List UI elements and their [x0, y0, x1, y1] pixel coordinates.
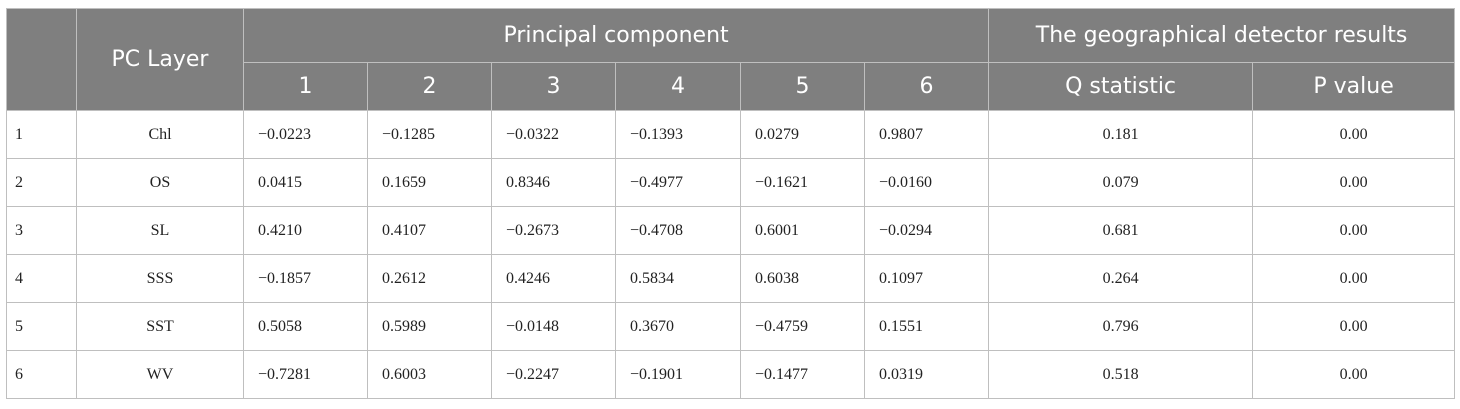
- header-cell: 3: [491, 62, 616, 111]
- table-cell: 0.518: [988, 350, 1254, 399]
- table-cell: 0.00: [1252, 110, 1456, 159]
- table-cell: 0.1551: [863, 302, 990, 351]
- table-cell: −0.0322: [491, 110, 616, 159]
- table-cell: SST: [76, 302, 244, 351]
- header-cell: 1: [243, 62, 368, 111]
- table-cell: −0.4708: [615, 206, 741, 255]
- table-cell: −0.1901: [615, 350, 741, 399]
- table-cell: −0.0294: [863, 206, 990, 255]
- table-cell: 0.2612: [367, 254, 492, 303]
- header-cell: Q statistic: [988, 62, 1254, 111]
- table-cell: −0.2247: [491, 350, 616, 399]
- table-cell: −0.1621: [740, 158, 865, 207]
- header-cell: P value: [1252, 62, 1456, 111]
- table-cell: 0.681: [988, 206, 1254, 255]
- table-cell: 0.8346: [491, 158, 616, 207]
- table-cell: 0.1097: [863, 254, 990, 303]
- table-cell: 0.3670: [615, 302, 741, 351]
- table-cell: 0.5058: [243, 302, 368, 351]
- table-cell: 0.264: [988, 254, 1254, 303]
- header-cell: 5: [740, 62, 865, 111]
- table-cell: 0.4246: [491, 254, 616, 303]
- data-table: PC Layer Principal component The geograp…: [6, 8, 1456, 399]
- table-cell: 0.00: [1252, 350, 1456, 399]
- table-cell: 0.079: [988, 158, 1254, 207]
- header-cell: 4: [615, 62, 741, 111]
- table-cell: 0.5989: [367, 302, 492, 351]
- table-cell: 6: [6, 350, 77, 399]
- table-cell: 0.0415: [243, 158, 368, 207]
- table-cell: 0.4210: [243, 206, 368, 255]
- table-cell: −0.4977: [615, 158, 741, 207]
- table-cell: −0.1285: [367, 110, 492, 159]
- table-cell: 0.0279: [740, 110, 865, 159]
- table-cell: −0.0148: [491, 302, 616, 351]
- table-row: 5 SST 0.5058 0.5989 −0.0148 0.3670 −0.4759 0.15…: [6, 302, 1456, 351]
- table-cell: 0.00: [1252, 302, 1456, 351]
- table-row: 1 Chl −0.0223 −0.1285 −0.0322 −0.1393 0.0279 0.…: [6, 110, 1456, 159]
- table-cell: −0.1393: [615, 110, 741, 159]
- table-cell: 0.00: [1252, 206, 1456, 255]
- table-cell: 0.00: [1252, 254, 1456, 303]
- table-cell: 0.5834: [615, 254, 741, 303]
- table-cell: 3: [6, 206, 77, 255]
- table-cell: 4: [6, 254, 77, 303]
- table-cell: 2: [6, 158, 77, 207]
- table-cell: SL: [76, 206, 244, 255]
- header-cell: 2: [367, 62, 492, 111]
- header-cell: Principal component: [242, 8, 990, 63]
- table-cell: −0.0160: [863, 158, 990, 207]
- header-cell: PC Layer: [76, 8, 244, 111]
- table-row: 4 SSS −0.1857 0.2612 0.4246 0.5834 0.6038 0.109…: [6, 254, 1456, 303]
- table-row: 3 SL 0.4210 0.4107 −0.2673 −0.4708 0.6001 −0.02…: [6, 206, 1456, 255]
- table-cell: 0.1659: [367, 158, 492, 207]
- header-cell: [6, 8, 77, 111]
- table-cell: −0.2673: [491, 206, 616, 255]
- table-row: 6 WV −0.7281 0.6003 −0.2247 −0.1901 −0.1477 0.0…: [6, 350, 1456, 399]
- header-cell: 6: [863, 62, 990, 111]
- table-row: 2 OS 0.0415 0.1659 0.8346 −0.4977 −0.1621 −0.01…: [6, 158, 1456, 207]
- table-cell: −0.7281: [243, 350, 368, 399]
- table-cell: OS: [76, 158, 244, 207]
- table-cell: 0.181: [988, 110, 1254, 159]
- table-cell: −0.1477: [740, 350, 865, 399]
- header-cell: The geographical detector results: [988, 8, 1456, 63]
- table-cell: 1: [6, 110, 77, 159]
- table-cell: 0.00: [1252, 158, 1456, 207]
- table-cell: 0.796: [988, 302, 1254, 351]
- table-cell: 0.4107: [367, 206, 492, 255]
- table-cell: Chl: [76, 110, 244, 159]
- table-cell: 0.6038: [740, 254, 865, 303]
- table-cell: SSS: [76, 254, 244, 303]
- table-cell: 0.9807: [863, 110, 990, 159]
- table-cell: 0.0319: [863, 350, 990, 399]
- table-cell: 0.6001: [740, 206, 865, 255]
- table-cell: WV: [76, 350, 244, 399]
- table-cell: −0.4759: [740, 302, 865, 351]
- table-cell: −0.1857: [243, 254, 368, 303]
- table-cell: 5: [6, 302, 77, 351]
- table-cell: 0.6003: [367, 350, 492, 399]
- table-cell: −0.0223: [243, 110, 368, 159]
